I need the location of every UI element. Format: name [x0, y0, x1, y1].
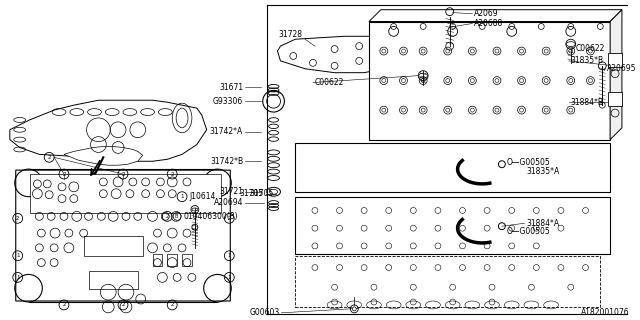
Text: 1: 1: [16, 275, 19, 280]
Text: G93306: G93306: [213, 97, 243, 106]
Text: 1: 1: [228, 253, 231, 258]
Text: 2: 2: [47, 155, 51, 160]
Text: O—G00505: O—G00505: [507, 227, 550, 236]
Text: 2: 2: [62, 302, 66, 308]
Text: O—G00505: O—G00505: [507, 158, 550, 167]
Text: A20688: A20688: [474, 19, 504, 28]
Text: J10614: J10614: [189, 192, 215, 201]
Text: 31835*B: 31835*B: [571, 56, 604, 65]
Text: C00622: C00622: [576, 44, 605, 52]
Polygon shape: [369, 10, 622, 21]
Text: 31835*A: 31835*A: [527, 167, 560, 176]
Bar: [608, 53, 622, 67]
Bar: [152, 254, 163, 266]
Text: A2069: A2069: [474, 9, 499, 18]
Polygon shape: [610, 10, 622, 140]
Bar: [182, 254, 192, 266]
Bar: [295, 197, 610, 254]
Text: A20695: A20695: [607, 64, 637, 73]
Bar: [29, 174, 221, 213]
Text: A182001076: A182001076: [580, 308, 629, 317]
Circle shape: [15, 275, 42, 302]
Circle shape: [352, 307, 356, 311]
Text: 2: 2: [170, 172, 174, 177]
Circle shape: [15, 169, 42, 197]
Text: 31742*A: 31742*A: [210, 127, 243, 136]
Text: 1: 1: [16, 253, 19, 258]
Text: 2: 2: [121, 172, 125, 177]
Bar: [369, 21, 610, 140]
Text: 2: 2: [170, 302, 174, 308]
Text: C00622: C00622: [315, 78, 344, 87]
Text: 31884*A: 31884*A: [527, 219, 559, 228]
Text: 2: 2: [166, 214, 169, 219]
Polygon shape: [10, 100, 207, 161]
Text: 1: 1: [180, 194, 184, 199]
Bar: [84, 236, 143, 256]
Polygon shape: [278, 36, 406, 73]
Polygon shape: [64, 147, 143, 165]
Text: 2: 2: [62, 172, 66, 177]
Text: 31671: 31671: [219, 83, 243, 92]
Text: 1: 1: [228, 275, 231, 280]
Text: 31884*B: 31884*B: [571, 98, 604, 107]
Text: G00603: G00603: [249, 308, 280, 317]
Bar: [15, 183, 231, 288]
Text: B: B: [175, 214, 178, 219]
Text: 31728: 31728: [278, 30, 303, 39]
Text: 31705: 31705: [239, 189, 264, 198]
Text: 010406300(8): 010406300(8): [183, 212, 237, 221]
Text: 2: 2: [121, 302, 125, 308]
Bar: [88, 271, 138, 289]
Bar: [29, 169, 218, 302]
Text: 31705: 31705: [249, 189, 273, 198]
Text: 2: 2: [16, 216, 19, 221]
Bar: [295, 143, 610, 192]
Text: 2: 2: [228, 216, 231, 221]
Text: 31721: 31721: [219, 187, 243, 196]
Circle shape: [204, 275, 231, 302]
Text: A20694: A20694: [214, 198, 243, 207]
Circle shape: [204, 169, 231, 197]
Bar: [608, 92, 622, 106]
Bar: [295, 256, 600, 307]
Text: 31742*B: 31742*B: [210, 157, 243, 166]
Bar: [167, 254, 177, 266]
